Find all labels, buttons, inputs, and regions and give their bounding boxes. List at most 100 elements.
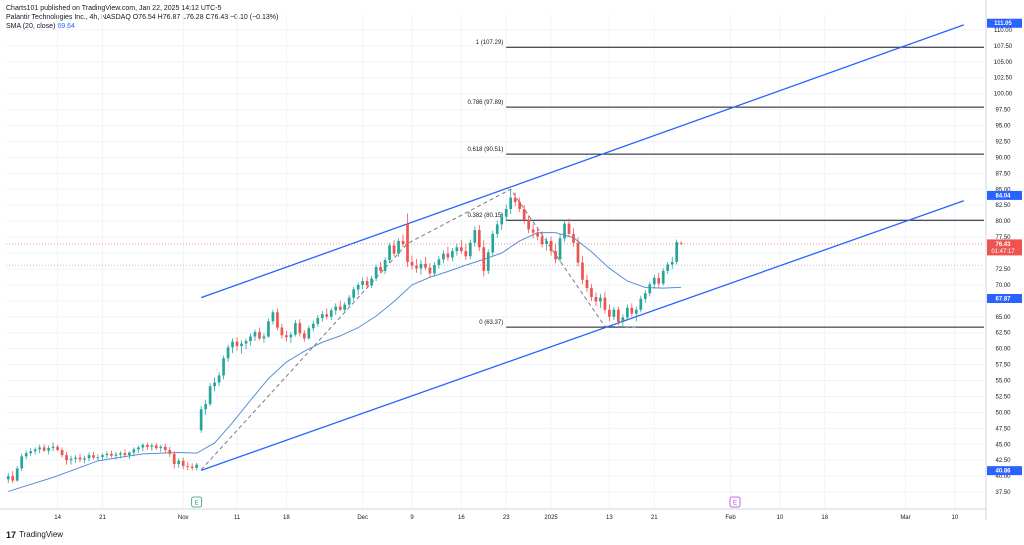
price-tag-label: 111.05 <box>994 21 1012 27</box>
candle-body <box>96 457 100 458</box>
candle-body <box>365 281 369 286</box>
candle-body <box>114 454 118 456</box>
candle-body <box>455 247 459 252</box>
price-tick-label: 87.50 <box>995 171 1011 177</box>
price-tick-label: 85.00 <box>995 187 1011 193</box>
time-axis[interactable]: 14 21 Nov 11 18 Dec 9 16 23 2025 13 21 Feb 10 18 Mar 10 <box>0 508 986 521</box>
price-tag-label: 84.04 <box>995 193 1011 199</box>
ohlc-change: −0.10 (−0.13%) <box>230 14 279 21</box>
candle-body <box>181 460 185 466</box>
candle-body <box>56 446 59 450</box>
candle-body <box>599 297 602 302</box>
candle-body <box>83 458 86 460</box>
candle-body <box>338 306 342 310</box>
candle-body <box>65 455 68 461</box>
price-tick-label: 102.50 <box>994 76 1013 82</box>
price-tick-label: 82.50 <box>995 203 1011 209</box>
candle-body <box>74 457 77 459</box>
candle-body <box>195 464 199 468</box>
candle-body <box>572 233 575 243</box>
candle-body <box>20 456 24 469</box>
fib-level-label: 0 (63.37) <box>479 320 503 326</box>
candle-body <box>558 238 562 260</box>
candle-body <box>208 386 212 405</box>
time-tick-label: 2025 <box>544 515 558 521</box>
price-tick-label: 70.00 <box>995 283 1011 289</box>
candles <box>6 189 683 484</box>
tradingview-logo[interactable]: 17 <box>6 530 17 540</box>
candle-body <box>276 312 279 328</box>
price-tick-label: 37.50 <box>995 490 1011 496</box>
candle-body <box>608 309 611 317</box>
candle-body <box>643 293 647 299</box>
candle-body <box>477 230 481 248</box>
candle-body <box>145 444 149 447</box>
candle-body <box>675 242 679 262</box>
candle-body <box>222 358 225 376</box>
candle-body <box>226 347 230 359</box>
candle-body <box>630 307 634 314</box>
candle-body <box>437 259 441 266</box>
zigzag-line <box>200 188 637 471</box>
candle-body <box>47 448 50 451</box>
brand-name[interactable]: TradingView <box>19 530 64 539</box>
candle-body <box>374 267 378 279</box>
price-tick-label: 55.00 <box>995 379 1011 385</box>
price-tick-label: 105.00 <box>994 60 1013 66</box>
candle-body <box>491 233 495 253</box>
candle-body <box>168 449 172 454</box>
candle-body <box>486 252 490 271</box>
candle-body <box>29 451 33 454</box>
sma-label[interactable]: SMA (20, close) <box>6 23 56 30</box>
time-tick-label: 10 <box>951 515 958 521</box>
earnings-marker-label: E <box>733 501 737 507</box>
candle-body <box>424 263 427 268</box>
candle-body <box>518 202 522 210</box>
candle-body <box>298 323 302 334</box>
time-tick-label: Dec <box>357 515 368 521</box>
candle-body <box>464 251 468 257</box>
price-tick-label: 110.00 <box>994 28 1013 34</box>
candle-body <box>621 317 625 322</box>
price-tick-label: 50.00 <box>995 410 1011 416</box>
time-tick-label: 9 <box>410 515 414 521</box>
price-tag <box>987 18 1022 28</box>
fib-retracement[interactable]: 1 (107.29) 0.786 (97.89) 0.618 (90.51) 0.38… <box>468 40 984 328</box>
candle-body <box>307 328 311 339</box>
zigzag-path[interactable] <box>200 188 637 471</box>
candle-body <box>383 260 387 271</box>
candle-body <box>415 265 418 269</box>
candle-body <box>11 476 15 481</box>
candle-body <box>69 458 73 461</box>
fib-level-label: 0.382 (80.15) <box>468 213 504 219</box>
candle-body <box>513 197 517 203</box>
earnings-marker-label: E <box>195 501 199 507</box>
candle-body <box>468 242 472 257</box>
candle-body <box>625 307 629 318</box>
candle-body <box>549 240 553 252</box>
time-tick-label: 11 <box>234 515 241 521</box>
candle-body <box>356 284 360 290</box>
price-axis[interactable]: USD37.5040.0042.5045.0047.5050.0052.5055… <box>985 0 1013 520</box>
candle-body <box>576 242 580 263</box>
candle-body <box>101 455 104 458</box>
channel-lower-line <box>200 200 965 472</box>
candle-body <box>280 327 284 336</box>
symbol-name[interactable]: Palantir Technologies Inc., 4h, NASDAQ <box>6 14 131 21</box>
candle-body <box>110 453 113 456</box>
candle-body <box>554 251 557 260</box>
candle-body <box>594 297 598 302</box>
price-tag-label: 67.87 <box>995 296 1011 302</box>
time-tick-label: 16 <box>458 515 465 521</box>
parallel-channel[interactable] <box>200 24 965 472</box>
candle-body <box>361 281 365 285</box>
price-tick-label: 47.50 <box>995 426 1011 432</box>
candle-body <box>172 453 176 465</box>
candle-body <box>119 453 122 455</box>
candle-body <box>258 332 261 339</box>
candle-body <box>406 223 409 262</box>
price-tick-label: 57.50 <box>995 363 1011 369</box>
candle-body <box>639 298 643 310</box>
